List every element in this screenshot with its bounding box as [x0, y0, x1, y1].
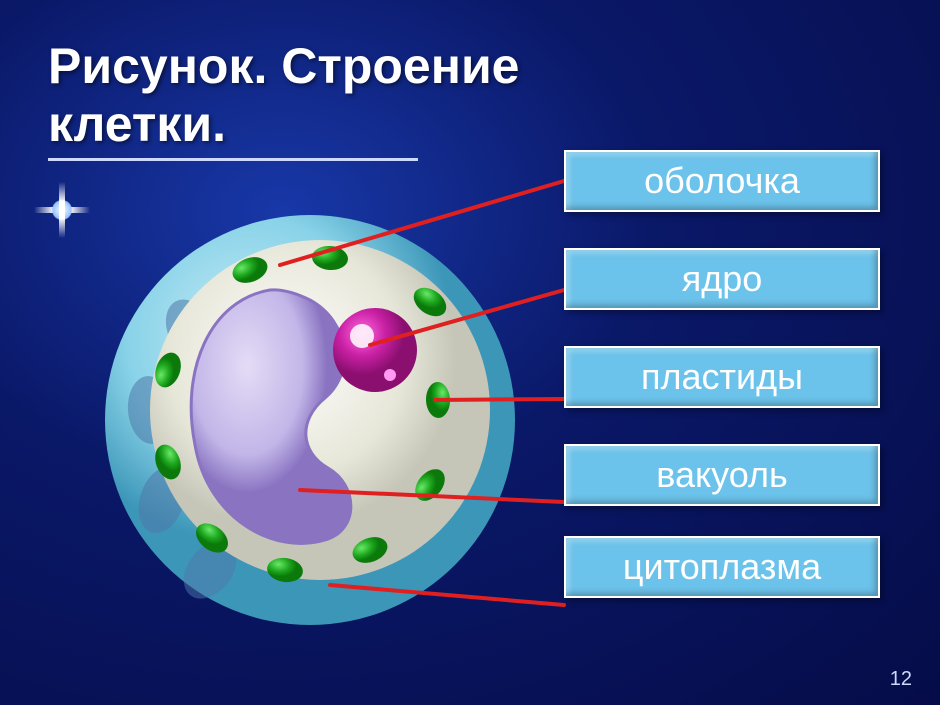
sparkle-icon: [22, 170, 102, 250]
label-text: вакуоль: [656, 454, 787, 495]
label-text: оболочка: [644, 160, 800, 201]
label-text: ядро: [682, 258, 763, 299]
nucleus: [333, 308, 417, 392]
label-nucleus: ядро: [564, 248, 880, 310]
page-number: 12: [890, 668, 912, 691]
label-column: оболочка ядро пластиды вакуоль цитоплазм…: [564, 150, 880, 634]
label-text: цитоплазма: [623, 546, 821, 587]
title-underline: [48, 158, 418, 161]
cell-diagram: [100, 210, 520, 630]
slide-title: Рисунок. Строение клетки.: [48, 38, 519, 153]
label-text: пластиды: [641, 356, 803, 397]
label-cytoplasm: цитоплазма: [564, 536, 880, 598]
label-vacuole: вакуоль: [564, 444, 880, 506]
label-membrane: оболочка: [564, 150, 880, 212]
title-line-1: Рисунок. Строение: [48, 38, 519, 94]
label-plastids: пластиды: [564, 346, 880, 408]
title-line-2: клетки.: [48, 96, 226, 152]
